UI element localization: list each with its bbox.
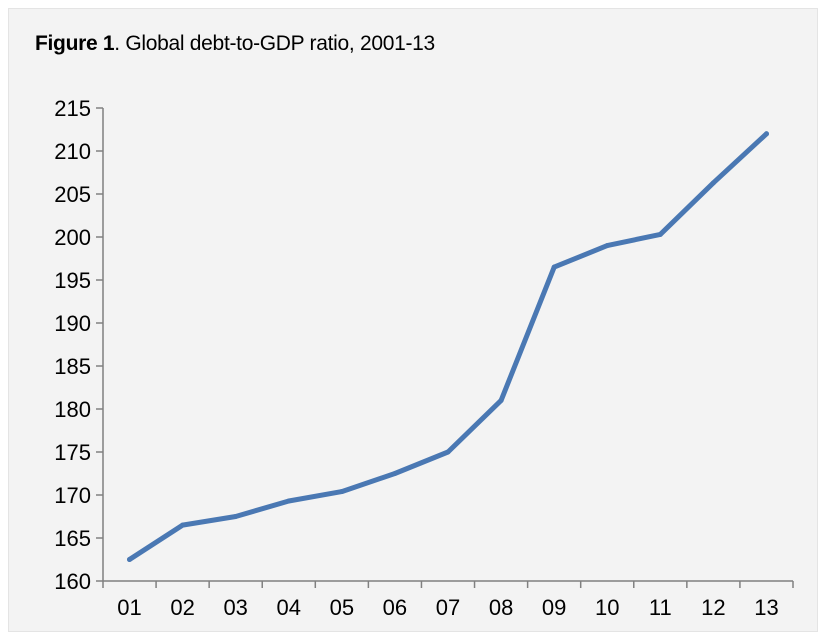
- data-point: [498, 397, 504, 403]
- y-axis: 160 165 170 175 180 185 190 195 200 205 210 215: [54, 96, 104, 594]
- data-point: [180, 522, 186, 528]
- y-tick-label: 175: [54, 440, 91, 465]
- y-tick-label: 210: [54, 139, 91, 164]
- x-tick-label: 01: [117, 595, 141, 620]
- data-point: [339, 489, 345, 495]
- y-tick-label: 165: [54, 526, 91, 551]
- data-point: [604, 243, 610, 249]
- x-tick-label: 12: [701, 595, 725, 620]
- data-point: [392, 471, 398, 476]
- x-tick-label: 09: [542, 595, 566, 620]
- series-line: [127, 131, 769, 562]
- data-point: [657, 231, 663, 237]
- y-tick-label: 170: [54, 483, 91, 508]
- chart-title: Figure 1. Global debt-to-GDP ratio, 2001…: [35, 31, 435, 57]
- x-tick-label: 06: [383, 595, 407, 620]
- y-tick-label: 195: [54, 268, 91, 293]
- x-tick-label: 02: [170, 595, 194, 620]
- data-point: [286, 498, 292, 504]
- figure-caption: . Global debt-to-GDP ratio, 2001-13: [114, 32, 435, 55]
- y-tick-label: 205: [54, 182, 91, 207]
- y-tick-label: 190: [54, 311, 91, 336]
- y-tick-label: 180: [54, 397, 91, 422]
- data-point: [710, 180, 716, 186]
- x-tick-label: 08: [489, 595, 513, 620]
- x-tick-label: 05: [330, 595, 354, 620]
- chart-panel: [8, 8, 818, 632]
- y-tick-label: 160: [54, 569, 91, 594]
- data-point: [127, 557, 133, 562]
- x-tick-label: 03: [223, 595, 247, 620]
- x-tick-label: 11: [649, 595, 672, 620]
- x-tick-label: 04: [277, 595, 301, 620]
- y-tick-label: 200: [54, 225, 91, 250]
- x-tick-label: 13: [754, 595, 778, 620]
- x-tick-label: 07: [436, 595, 460, 620]
- series: [127, 131, 769, 562]
- data-point: [445, 449, 451, 455]
- data-point: [551, 264, 557, 270]
- y-tick-label: 215: [54, 96, 91, 121]
- data-point: [233, 514, 239, 519]
- x-axis: 01 02 03 04 05 06 07 08 09 10 11 12 13: [102, 580, 794, 620]
- y-tick-label: 185: [54, 354, 91, 379]
- x-tick-label: 10: [595, 595, 619, 620]
- figure-label: Figure 1: [35, 32, 115, 55]
- data-point: [763, 131, 769, 137]
